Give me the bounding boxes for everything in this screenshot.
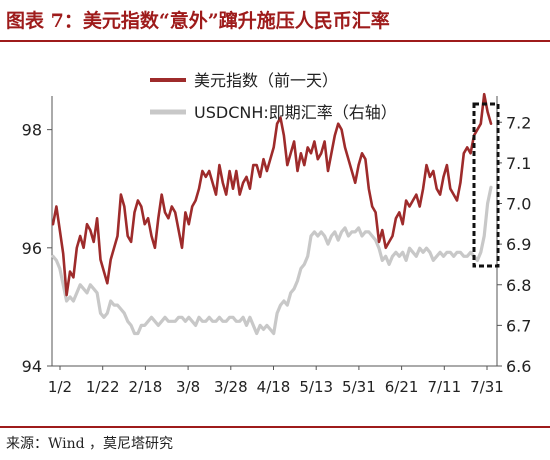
- right-tick-label: 6.8: [506, 276, 531, 295]
- series-line-usdcnh: [51, 185, 493, 336]
- chart: 94 96 98 6.6 6.7 6.8 6.9 7.0 7.1 7.2 1/2 1/22 2/18 3/…: [22, 71, 532, 396]
- right-tick-label: 6.9: [506, 235, 531, 254]
- right-tick-label: 6.7: [506, 316, 531, 335]
- x-tick-label: 7/11: [427, 378, 461, 396]
- right-tick-label: 6.6: [506, 357, 531, 376]
- x-tick-label: 4/18: [257, 378, 291, 396]
- x-tick-label: 2/18: [129, 378, 163, 396]
- x-tick-label: 6/21: [385, 378, 419, 396]
- x-tick-label: 5/13: [299, 378, 333, 396]
- right-tick-label: 7.2: [506, 113, 531, 132]
- x-tick-label: 1/2: [48, 378, 72, 396]
- left-tick-label: 94: [22, 357, 42, 376]
- x-tick-label: 3/8: [176, 378, 200, 396]
- x-tick-label: 3/28: [214, 378, 248, 396]
- x-tick-label: 7/31: [470, 378, 504, 396]
- left-tick-label: 96: [22, 239, 42, 258]
- left-tick-label: 98: [22, 121, 42, 140]
- right-tick-label: 7.1: [506, 154, 531, 173]
- legend-label: USDCNH:即期汇率（右轴）: [194, 103, 397, 122]
- x-tick-label: 5/31: [342, 378, 376, 396]
- annotation-dashed-box: [472, 102, 500, 268]
- chart-title: 图表 7：美元指数“意外”蹿升施压人民币汇率: [6, 10, 390, 32]
- title-bar: 图表 7：美元指数“意外”蹿升施压人民币汇率: [0, 0, 550, 42]
- right-tick-label: 7.0: [506, 195, 531, 214]
- legend-label: 美元指数（前一天）: [194, 71, 338, 90]
- source-note: 来源：Wind ，莫尼塔研究: [6, 436, 174, 452]
- series-line-usd-index: [51, 92, 493, 297]
- footer-divider: [0, 426, 550, 428]
- x-tick-label: 1/22: [86, 378, 120, 396]
